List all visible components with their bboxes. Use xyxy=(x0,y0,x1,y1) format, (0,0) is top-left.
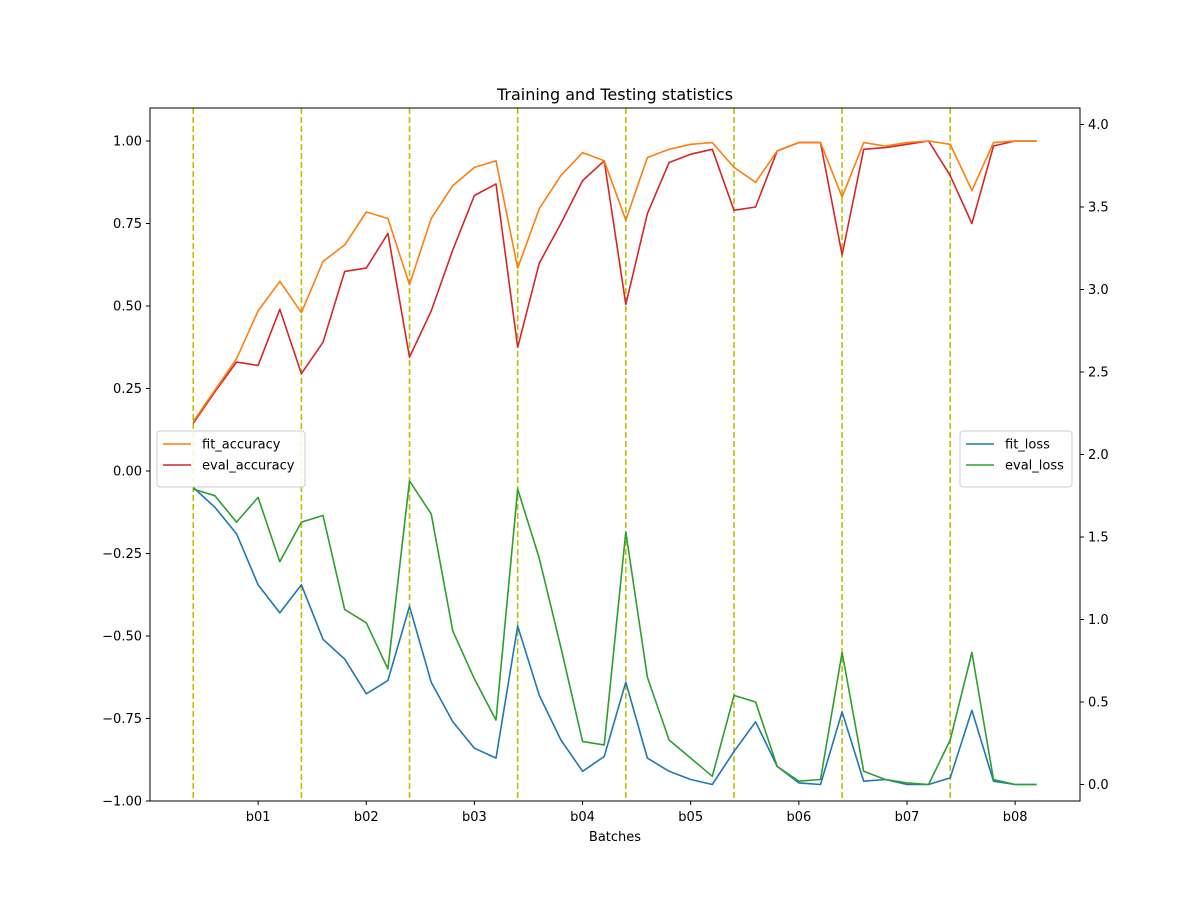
y-tick-label: 0.50 xyxy=(113,300,142,315)
y2-tick-label: 1.0 xyxy=(1088,613,1109,628)
y2-tick-label: 2.5 xyxy=(1088,366,1109,381)
series-line-eval-loss xyxy=(193,480,1037,786)
y2-tick-label: 1.5 xyxy=(1088,531,1109,546)
y2-tick-label: 2.0 xyxy=(1088,448,1109,463)
legend-label-fit-accuracy: fit_accuracy xyxy=(202,438,281,453)
legend-label-eval-accuracy: eval_accuracy xyxy=(202,459,295,474)
x-tick-label: b06 xyxy=(786,810,811,825)
x-tick-label: b04 xyxy=(570,810,595,825)
y-tick-label: −0.75 xyxy=(102,712,142,727)
x-axis-ticks: b01 b02 b03 b04 b05 b06 b07 b08 xyxy=(246,801,1028,825)
series-line-fit-accuracy xyxy=(192,140,1037,422)
y2-tick-label: 3.0 xyxy=(1088,283,1109,298)
x-tick-label: b05 xyxy=(678,810,703,825)
legend-box xyxy=(156,430,306,488)
y-tick-label: −0.25 xyxy=(102,547,142,562)
y-tick-label: 0.00 xyxy=(113,465,142,480)
legend-label-fit-loss: fit_loss xyxy=(1005,438,1050,453)
chart-title: Training and Testing statistics xyxy=(496,85,733,104)
x-axis-label: Batches xyxy=(589,830,641,845)
series-lines xyxy=(192,140,1037,786)
legend-box xyxy=(959,430,1073,488)
x-tick-label: b03 xyxy=(462,810,487,825)
series-line-eval-accuracy xyxy=(192,140,1037,424)
y2-tick-label: 0.5 xyxy=(1088,696,1109,711)
x-tick-label: b07 xyxy=(895,810,920,825)
y-tick-label: 1.00 xyxy=(113,135,142,150)
y-tick-label: −1.00 xyxy=(102,795,142,810)
left-y-axis-ticks: −1.00 −0.75 −0.50 −0.25 0.00 0.25 0.50 0.75 1.00 xyxy=(102,135,150,810)
y2-tick-label: 4.0 xyxy=(1088,118,1109,133)
legend-accuracy: fit_accuracy eval_accuracy xyxy=(156,430,306,488)
y-tick-label: −0.50 xyxy=(102,630,142,645)
y-tick-label: 0.75 xyxy=(113,217,142,232)
right-y-axis-ticks: 0.0 0.5 1.0 1.5 2.0 2.5 3.0 3.5 4.0 xyxy=(1080,118,1109,793)
y-tick-label: 0.25 xyxy=(113,382,142,397)
y2-tick-label: 0.0 xyxy=(1088,778,1109,793)
legend-loss: fit_loss eval_loss xyxy=(959,430,1073,488)
x-tick-label: b01 xyxy=(246,810,271,825)
legend-label-eval-loss: eval_loss xyxy=(1005,459,1064,474)
y2-tick-label: 3.5 xyxy=(1088,201,1109,216)
x-tick-label: b02 xyxy=(354,810,379,825)
x-tick-label: b08 xyxy=(1003,810,1028,825)
